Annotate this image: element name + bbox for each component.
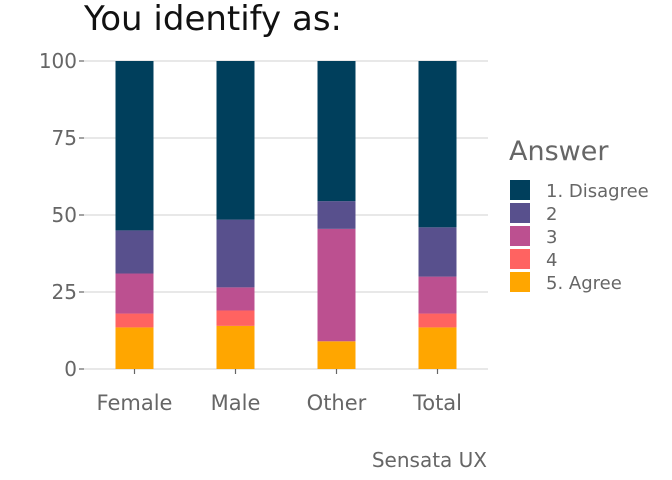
bar-total-2 [418, 313, 457, 328]
y-tick-label: 0 [64, 357, 77, 381]
y-tick-label: 100 [39, 49, 77, 73]
bar-total-5 [418, 61, 457, 228]
bar-female-5 [115, 61, 154, 231]
legend-label: 5. Agree [546, 273, 622, 294]
y-tick-label: 75 [52, 126, 77, 150]
bar-female-1 [115, 327, 154, 369]
legend-swatch [510, 272, 530, 292]
bar-total-3 [418, 276, 457, 314]
x-tick-label-female: Female [97, 391, 173, 415]
legend-label: 4 [546, 250, 557, 271]
bar-female-2 [115, 313, 154, 328]
legend-title: Answer [509, 136, 609, 167]
bar-total-1 [418, 327, 457, 369]
chart-title: You identify as: [83, 0, 342, 39]
bar-male-3 [216, 287, 255, 311]
y-tick-label: 50 [52, 203, 77, 227]
legend-swatch [510, 226, 530, 246]
x-tick-label-total: Total [412, 391, 462, 415]
bar-other-1 [317, 341, 356, 369]
legend-swatch [510, 180, 530, 200]
x-tick-label-male: Male [211, 391, 261, 415]
bar-female-4 [115, 230, 154, 274]
x-axis-ticks: Female Male Other Total [97, 369, 462, 415]
bar-total-4 [418, 227, 457, 277]
bar-male-1 [216, 325, 255, 369]
legend-label: 1. Disagree [546, 181, 649, 202]
legend-label: 3 [546, 227, 557, 248]
legend-label: 2 [546, 204, 557, 225]
legend-swatch [510, 203, 530, 223]
x-tick-label-other: Other [307, 391, 367, 415]
bar-other-3 [317, 228, 356, 342]
bar-female-3 [115, 273, 154, 314]
bar-male-5 [216, 61, 255, 220]
chart-caption: Sensata UX [372, 448, 487, 472]
bar-other-4 [317, 201, 356, 229]
y-axis-ticks: 0 25 50 75 100 [39, 49, 84, 381]
bar-male-2 [216, 310, 255, 326]
bars [115, 61, 457, 369]
bar-male-4 [216, 219, 255, 288]
legend-swatch [510, 249, 530, 269]
y-tick-label: 25 [52, 280, 77, 304]
bar-other-5 [317, 61, 356, 202]
